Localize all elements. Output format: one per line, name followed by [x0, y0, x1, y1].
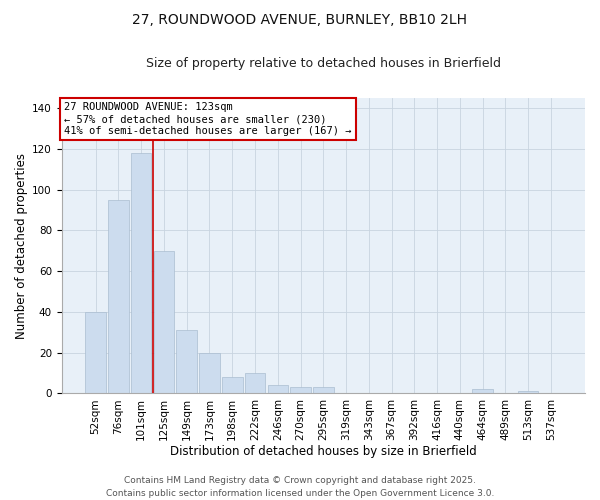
Bar: [154, 251, 174, 394]
Text: 27 ROUNDWOOD AVENUE: 123sqm
← 57% of detached houses are smaller (230)
41% of se: 27 ROUNDWOOD AVENUE: 123sqm ← 57% of det…: [64, 102, 352, 136]
Text: Contains HM Land Registry data © Crown copyright and database right 2025.
Contai: Contains HM Land Registry data © Crown c…: [106, 476, 494, 498]
Text: 27, ROUNDWOOD AVENUE, BURNLEY, BB10 2LH: 27, ROUNDWOOD AVENUE, BURNLEY, BB10 2LH: [133, 12, 467, 26]
X-axis label: Distribution of detached houses by size in Brierfield: Distribution of detached houses by size …: [170, 444, 476, 458]
Bar: [290, 387, 311, 394]
Bar: [176, 330, 197, 394]
Bar: [245, 373, 265, 394]
Bar: [222, 377, 242, 394]
Bar: [518, 392, 538, 394]
Bar: [85, 312, 106, 394]
Bar: [199, 352, 220, 394]
Bar: [131, 153, 151, 394]
Bar: [108, 200, 128, 394]
Bar: [313, 387, 334, 394]
Bar: [268, 385, 288, 394]
Bar: [472, 390, 493, 394]
Y-axis label: Number of detached properties: Number of detached properties: [15, 152, 28, 338]
Title: Size of property relative to detached houses in Brierfield: Size of property relative to detached ho…: [146, 58, 501, 70]
